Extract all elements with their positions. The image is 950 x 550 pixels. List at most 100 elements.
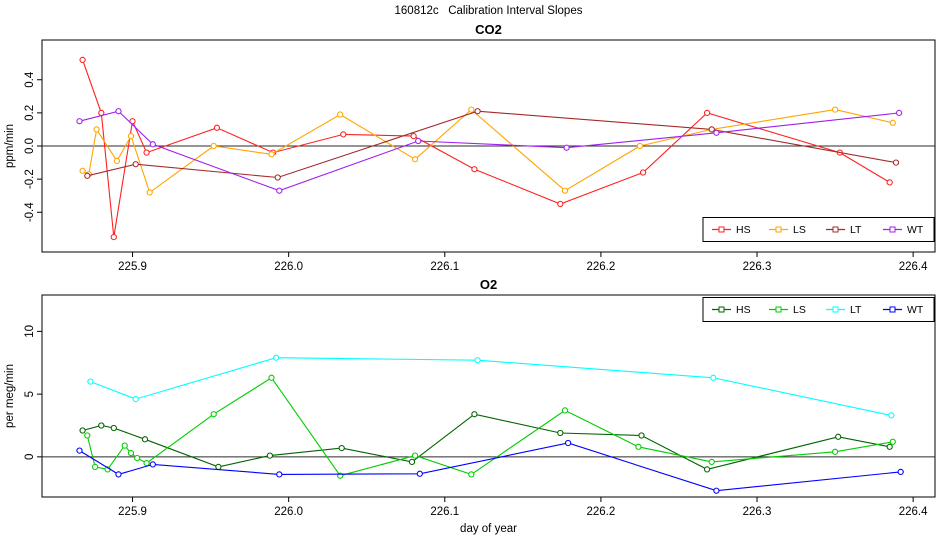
o2-x-tick-label: 226.0 xyxy=(274,506,303,518)
co2-WT-point xyxy=(713,129,720,136)
o2-LS-point xyxy=(635,443,642,450)
o2-x-tick-label: 225.9 xyxy=(118,506,147,518)
o2-WT-point xyxy=(416,470,423,477)
o2-LS-point xyxy=(91,463,99,471)
o2-y-axis-title: per meg/min xyxy=(4,364,16,428)
legend-label: WT xyxy=(907,304,924,316)
co2-HS-point xyxy=(129,118,136,125)
co2-LS-point xyxy=(831,106,839,113)
o2-LS-point xyxy=(889,438,896,445)
co2-WT-point xyxy=(415,137,422,145)
o2-WT-point xyxy=(76,447,83,454)
o2-HS-point xyxy=(886,443,893,450)
co2-LS-point xyxy=(210,142,217,150)
co2-LS-point xyxy=(127,132,135,140)
o2-LS-point xyxy=(468,471,475,478)
co2-LT-point xyxy=(274,174,281,181)
legend-label: WT xyxy=(907,224,924,236)
co2-HS-point xyxy=(79,56,86,64)
co2-x-tick-label: 226.2 xyxy=(587,261,616,273)
o2-panel: O2 225.9 226.0 226.1 226.2 226.3 226.4 0 5 10 per … xyxy=(4,277,936,518)
o2-HS-point xyxy=(79,427,86,434)
o2-y-tick-label: 10 xyxy=(24,325,36,338)
co2-LT-point xyxy=(84,172,91,179)
co2-y-tick-label: 0.4 xyxy=(24,71,36,88)
co2-series-LT-line xyxy=(87,110,897,179)
co2-x-tick-label: 226.1 xyxy=(430,261,459,273)
o2-WT-point xyxy=(713,487,720,494)
co2-HS-point xyxy=(340,131,347,138)
legend-label: LT xyxy=(850,304,862,316)
o2-legend-item-LT: LT xyxy=(826,304,862,316)
co2-LS-point xyxy=(93,126,100,133)
co2-WT-point xyxy=(115,108,122,115)
o2-legend-item-HS: HS xyxy=(712,304,751,316)
o2-x-tick-label: 226.3 xyxy=(743,506,772,518)
o2-WT-point xyxy=(115,471,122,478)
co2-legend-item-HS: HS xyxy=(712,224,751,236)
o2-series-HS-line xyxy=(82,413,890,470)
co2-WT-point xyxy=(895,109,903,117)
legend-label: LT xyxy=(850,224,862,236)
o2-HS-point xyxy=(110,424,117,432)
o2-LT-point xyxy=(273,354,280,361)
co2-HS-point xyxy=(110,233,117,241)
o2-HS-point xyxy=(408,458,416,466)
o2-LT-point xyxy=(710,374,717,381)
co2-y-axis-title: ppm/min xyxy=(4,124,16,168)
co2-HS-point xyxy=(471,166,478,173)
co2-x-tick-label: 225.9 xyxy=(118,261,147,273)
o2-LS-point xyxy=(708,458,715,466)
co2-LS-point xyxy=(113,157,121,165)
co2-title: CO2 xyxy=(475,22,502,37)
co2-y-tick-label: 0.2 xyxy=(24,105,36,121)
co2-series-LT-points xyxy=(84,108,900,181)
o2-HS-point xyxy=(638,432,645,439)
co2-panel: CO2 225.9 226.0 226.1 226.2 226.3 226.4 -0.4 -0.… xyxy=(4,22,936,273)
co2-LT-point xyxy=(708,126,715,133)
o2-series-WT-line xyxy=(79,442,901,492)
co2-y-tick-label: 0.0 xyxy=(24,138,36,154)
legend-label: HS xyxy=(736,304,751,316)
o2-WT-point xyxy=(564,439,572,447)
o2-HS-point xyxy=(557,429,564,437)
co2-LS-point xyxy=(561,187,569,194)
legend-label: HS xyxy=(736,224,751,236)
o2-LT-point xyxy=(87,378,94,385)
legend-square-marker xyxy=(775,306,782,313)
o2-LS-point xyxy=(831,448,839,455)
o2-WT-point xyxy=(149,461,156,468)
co2-legend: HS LS LT WT xyxy=(702,217,935,242)
o2-HS-point xyxy=(266,452,274,459)
legend-square-marker xyxy=(775,226,782,233)
co2-WT-point xyxy=(76,118,83,125)
co2-x-tick-label: 226.3 xyxy=(743,261,772,273)
o2-x-tick-label: 226.1 xyxy=(430,506,459,518)
co2-LS-point xyxy=(889,119,896,126)
o2-LS-point xyxy=(561,407,569,414)
o2-LS-point xyxy=(134,454,141,462)
co2-legend-item-LT: LT xyxy=(826,224,862,236)
o2-LT-point xyxy=(888,412,895,419)
co2-LT-point xyxy=(474,108,481,115)
o2-legend-item-LS: LS xyxy=(769,304,806,316)
co2-legend-item-LS: LS xyxy=(769,224,806,236)
legend-square-marker xyxy=(832,306,839,313)
legend-square-marker xyxy=(889,306,896,313)
co2-y-tick-label: -0.2 xyxy=(24,169,36,189)
co2-LS-point xyxy=(468,106,475,113)
o2-LS-point xyxy=(210,411,217,418)
o2-y-tick-label: 5 xyxy=(24,391,36,397)
o2-LS-point xyxy=(143,459,150,467)
co2-LS-point xyxy=(337,111,344,118)
co2-WT-point xyxy=(276,187,283,194)
co2-LS-point xyxy=(146,189,153,196)
o2-series-LT-line xyxy=(90,357,892,416)
co2-LT-point xyxy=(132,161,139,168)
co2-HS-point xyxy=(557,200,564,208)
co2-x-tick-label: 226.0 xyxy=(274,261,303,273)
o2-WT-point xyxy=(276,471,283,478)
o2-x-tick-label: 226.4 xyxy=(899,506,928,518)
